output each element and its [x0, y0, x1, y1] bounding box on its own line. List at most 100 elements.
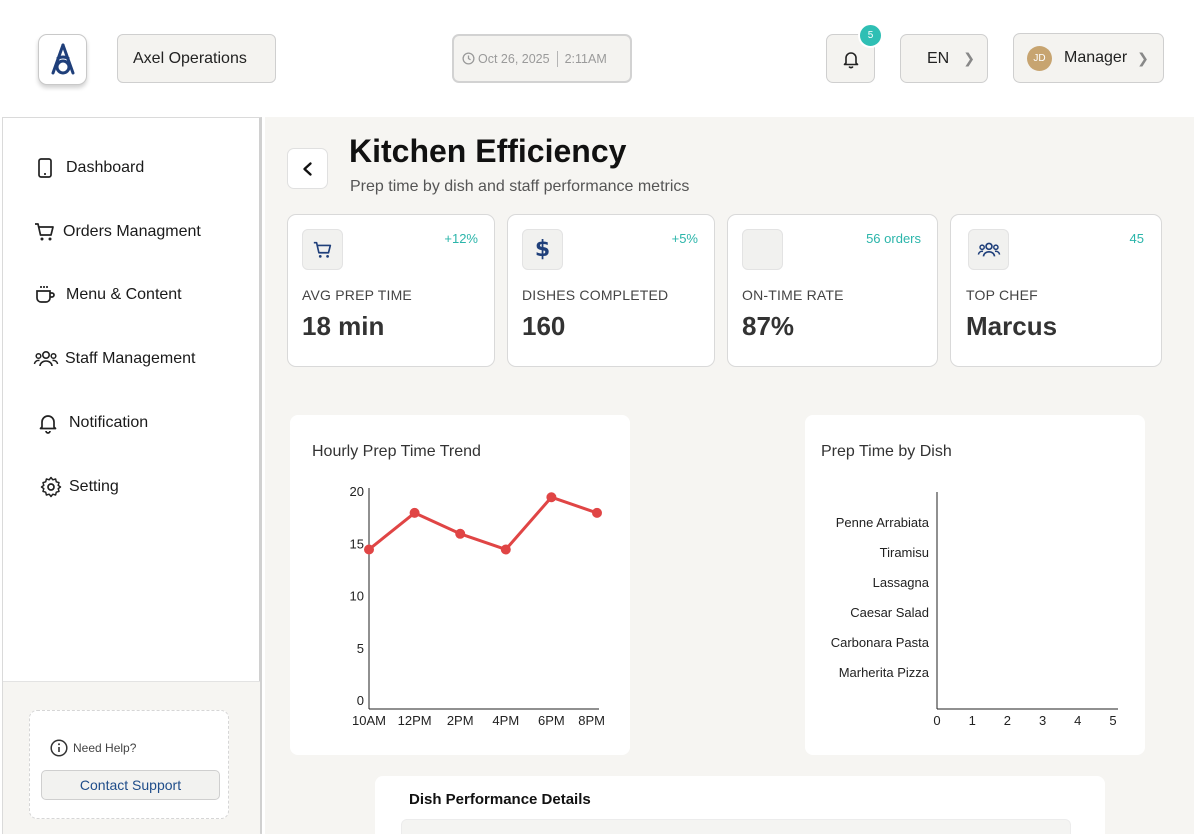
stat-value: 18 min	[302, 311, 385, 341]
help-card: Need Help? Contact Support	[29, 710, 229, 819]
language-selector[interactable]: EN ❯	[900, 34, 988, 83]
y-tick-label: 10	[350, 589, 364, 604]
stat-card-avg-prep-time: +12% AVG PREP TIME 18 min	[287, 214, 495, 367]
help-title: Need Help?	[50, 739, 136, 757]
x-tick-label: 8PM	[578, 713, 605, 728]
organization-name: Axel Operations	[133, 49, 247, 67]
category-label: Carbonara Pasta	[831, 635, 930, 650]
cart-icon	[35, 223, 54, 241]
stat-label: AVG PREP TIME	[302, 287, 412, 303]
dish-performance-table: Dish Performance Details	[375, 776, 1105, 834]
users-icon	[33, 351, 59, 367]
main-content: Kitchen Efficiency Prep time by dish and…	[265, 117, 1194, 834]
stat-label: DISHES COMPLETED	[522, 287, 669, 303]
sidebar-item-label: Dashboard	[66, 159, 145, 176]
y-tick-label: 20	[350, 484, 364, 499]
line-chart-svg: 0 5 10 15 20 10AM 12PM 2PM 4PM 6PM 8PM	[350, 484, 605, 728]
chart-title: Prep Time by Dish	[821, 443, 952, 460]
table-header-row	[401, 819, 1071, 834]
x-tick-label: 6PM	[538, 713, 565, 728]
cart-icon	[313, 241, 331, 258]
x-tick-label: 4PM	[492, 713, 519, 728]
bell-icon	[39, 415, 57, 434]
y-tick-label: 0	[357, 693, 364, 708]
sidebar-item-label: Notification	[69, 414, 149, 431]
user-menu[interactable]: JD Manager ❯	[1013, 33, 1164, 83]
clock-icon	[462, 52, 475, 65]
y-tick-label: 5	[357, 641, 364, 656]
stat-value: 87%	[742, 311, 795, 341]
x-tick-label: 2PM	[447, 713, 474, 728]
organization-selector[interactable]: Axel Operations	[117, 34, 276, 83]
dollar-icon: $	[534, 237, 551, 262]
info-icon	[50, 739, 68, 757]
current-date: Oct 26, 2025	[478, 51, 550, 66]
sidebar-item-staff[interactable]: Staff Management	[33, 347, 195, 371]
sidebar-item-label: Menu & Content	[66, 286, 182, 303]
sidebar: Dashboard Orders Managment Menu & Conten…	[2, 117, 262, 834]
page-title: Kitchen Efficiency	[349, 133, 627, 169]
category-label: Marherita Pizza	[839, 665, 930, 680]
stat-card-dishes-completed: $ +5% DISHES COMPLETED 160	[507, 214, 715, 367]
contact-support-button[interactable]: Contact Support	[41, 770, 220, 800]
x-tick-label: 0	[933, 713, 940, 728]
y-tick-label: 15	[350, 536, 364, 551]
back-button[interactable]	[287, 148, 328, 189]
sidebar-item-notification[interactable]: Notification	[36, 411, 148, 435]
hourly-prep-time-chart: Hourly Prep Time Trend 0 5 10 15 20 10AM 12PM 2…	[290, 415, 630, 755]
data-point	[455, 528, 466, 539]
data-point	[409, 507, 420, 518]
data-point	[546, 492, 557, 503]
language-label: EN	[927, 49, 950, 67]
coffee-cup-icon	[36, 286, 55, 303]
table-title: Dish Performance Details	[409, 791, 591, 808]
sidebar-item-menu-content[interactable]: Menu & Content	[33, 283, 182, 307]
stat-trend: +12%	[444, 231, 478, 246]
stat-trend: 45	[1129, 231, 1144, 246]
sidebar-divider	[3, 681, 260, 682]
sidebar-item-dashboard[interactable]: Dashboard	[33, 156, 144, 180]
stat-icon-box	[968, 229, 1009, 270]
stat-icon-box: $	[522, 229, 563, 270]
sidebar-item-label: Staff Management	[65, 350, 196, 367]
user-role: Manager	[1064, 49, 1128, 66]
chevron-right-icon: ❯	[963, 50, 975, 66]
date-time-divider	[556, 50, 558, 67]
stat-trend: +5%	[671, 231, 698, 246]
data-point	[364, 544, 374, 555]
top-header: Axel Operations Oct 26, 2025 2:11AM 5 EN…	[0, 0, 1194, 117]
category-label: Penne Arrabiata	[836, 515, 930, 530]
x-tick-label: 3	[1039, 713, 1046, 728]
gear-icon	[40, 476, 62, 498]
avatar: JD	[1027, 45, 1052, 71]
category-label: Caesar Salad	[850, 605, 929, 620]
help-title-text: Need Help?	[73, 741, 137, 755]
series-line	[368, 495, 598, 551]
category-label: Lassagna	[873, 575, 930, 590]
sidebar-item-label: Setting	[69, 478, 119, 495]
x-tick-label: 5	[1109, 713, 1116, 728]
bar-chart-svg: Penne Arrabiata Tiramisu Lassagna Caesar Sa…	[831, 492, 1118, 728]
users-icon	[977, 242, 1000, 257]
data-point	[592, 507, 602, 518]
stat-label: TOP CHEF	[966, 287, 1038, 303]
blank-icon	[742, 229, 783, 270]
notifications-button[interactable]	[826, 34, 875, 83]
x-tick-label: 12PM	[398, 713, 432, 728]
date-time-display: Oct 26, 2025 2:11AM	[452, 34, 632, 83]
sidebar-item-setting[interactable]: Setting	[39, 475, 119, 499]
tablet-icon	[38, 158, 52, 178]
sidebar-item-label: Orders Managment	[63, 223, 201, 240]
chevron-right-icon: ❯	[1137, 49, 1149, 66]
chevron-left-icon	[302, 161, 312, 176]
x-tick-label: 4	[1074, 713, 1081, 728]
stat-value: 160	[522, 311, 566, 341]
chart-title: Hourly Prep Time Trend	[312, 443, 481, 460]
notification-count-badge: 5	[858, 23, 883, 48]
app-logo[interactable]	[38, 34, 87, 85]
stat-trend: 56 orders	[866, 231, 921, 246]
prep-time-by-dish-chart: Prep Time by Dish Penne Arrabiata Tiramis…	[805, 415, 1145, 755]
stat-card-top-chef: 45 TOP CHEF Marcus	[950, 214, 1162, 367]
sidebar-item-orders[interactable]: Orders Managment	[33, 220, 201, 244]
stat-icon-box	[302, 229, 343, 270]
